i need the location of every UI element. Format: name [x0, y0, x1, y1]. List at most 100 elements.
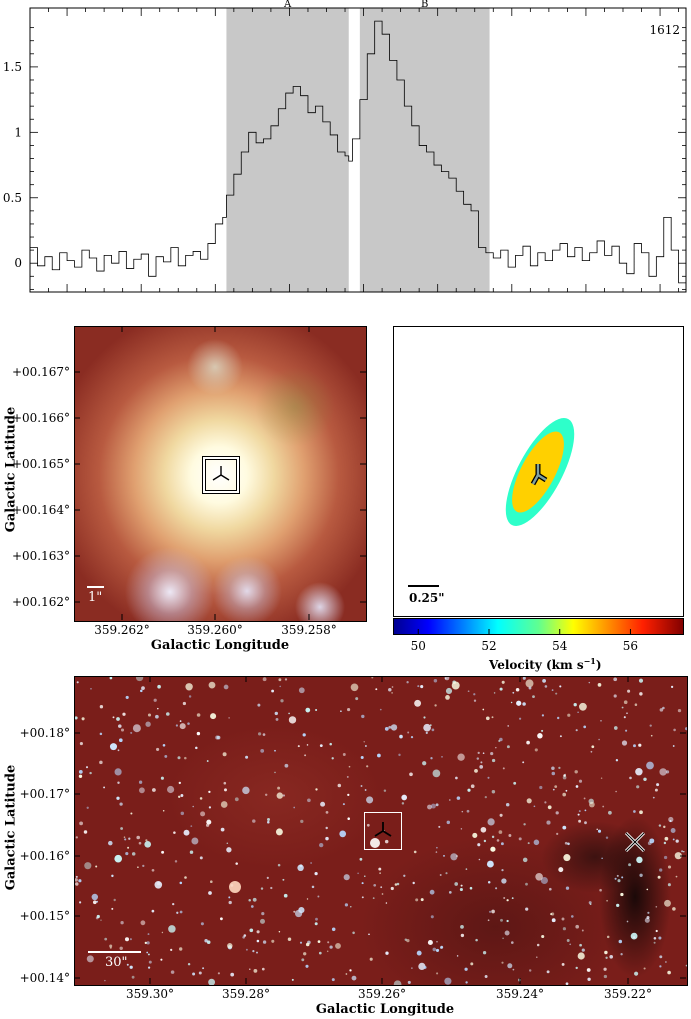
star	[658, 936, 662, 940]
star	[601, 857, 603, 860]
star	[360, 755, 364, 760]
star	[558, 867, 564, 873]
star	[398, 753, 401, 757]
star	[262, 733, 266, 736]
star	[118, 738, 123, 743]
star	[491, 789, 496, 794]
star	[573, 703, 577, 707]
star	[403, 874, 406, 877]
star	[567, 842, 570, 846]
star	[124, 937, 130, 942]
star	[293, 806, 296, 809]
star	[327, 941, 330, 944]
star	[470, 962, 474, 966]
star	[275, 717, 279, 721]
star	[122, 712, 126, 716]
star	[396, 882, 400, 886]
star	[633, 744, 636, 748]
star	[318, 951, 322, 955]
spectrum-y-tick-label: 1	[14, 125, 22, 139]
star	[137, 866, 139, 869]
star	[184, 876, 187, 879]
star	[467, 690, 470, 693]
star	[381, 893, 384, 895]
wide-x-axis-label: Galactic Longitude	[315, 1002, 455, 1017]
star	[435, 803, 439, 807]
star	[476, 757, 480, 760]
star	[575, 924, 580, 929]
star	[371, 677, 374, 679]
star	[578, 779, 583, 783]
star	[565, 886, 570, 890]
star	[266, 876, 269, 879]
star	[446, 820, 451, 825]
star	[360, 785, 363, 787]
zoom-scale-bar	[87, 586, 104, 588]
spectrum-y-ticks: 0 0.5 1 1.5	[3, 27, 686, 290]
star	[304, 754, 307, 757]
star	[525, 679, 534, 688]
star	[129, 965, 133, 969]
star	[132, 724, 141, 733]
star	[210, 713, 217, 720]
spectrum-y-tick-label: 0	[14, 256, 22, 270]
star	[130, 812, 133, 815]
star	[228, 717, 230, 719]
star	[177, 756, 181, 760]
star	[473, 699, 477, 702]
star	[104, 979, 106, 982]
star	[145, 721, 151, 727]
star	[425, 731, 428, 735]
star	[466, 809, 470, 813]
star	[170, 948, 173, 952]
star	[555, 811, 559, 815]
colorbar-label-text: Velocity (km s	[489, 658, 584, 672]
star	[116, 717, 120, 721]
star	[178, 781, 181, 785]
star	[311, 885, 315, 889]
star	[339, 830, 347, 838]
star	[670, 828, 676, 833]
star	[300, 819, 304, 824]
star	[331, 927, 336, 932]
star	[157, 881, 161, 886]
star	[665, 961, 667, 963]
star	[151, 868, 155, 872]
star	[210, 880, 213, 883]
star	[646, 761, 654, 770]
star	[270, 886, 273, 890]
star	[664, 899, 671, 907]
star	[534, 748, 538, 752]
star	[173, 831, 176, 834]
star	[625, 729, 628, 732]
star	[454, 882, 459, 886]
star	[127, 846, 130, 849]
star	[432, 947, 437, 952]
wide-y-tick-label: +00.18°	[20, 726, 70, 740]
bright-star	[229, 881, 241, 893]
star	[314, 922, 318, 926]
star	[278, 931, 281, 933]
star	[412, 881, 415, 885]
star	[136, 835, 140, 840]
star	[561, 962, 565, 966]
star	[245, 755, 249, 759]
star	[297, 864, 304, 872]
star	[512, 691, 515, 694]
star	[208, 978, 216, 985]
star	[506, 919, 509, 923]
star	[487, 776, 490, 779]
star	[663, 825, 666, 829]
star	[366, 796, 374, 804]
star	[414, 699, 422, 707]
star	[621, 876, 624, 879]
star	[675, 839, 679, 843]
star	[685, 964, 687, 967]
star	[160, 958, 163, 961]
star	[474, 769, 478, 773]
zoom-y-tick-label: +00.162°	[12, 595, 70, 609]
shaded-region-label-a: A	[283, 0, 292, 10]
zoom-x-tick-label: 359.262°	[94, 623, 150, 637]
star	[485, 716, 490, 721]
star	[429, 889, 435, 895]
